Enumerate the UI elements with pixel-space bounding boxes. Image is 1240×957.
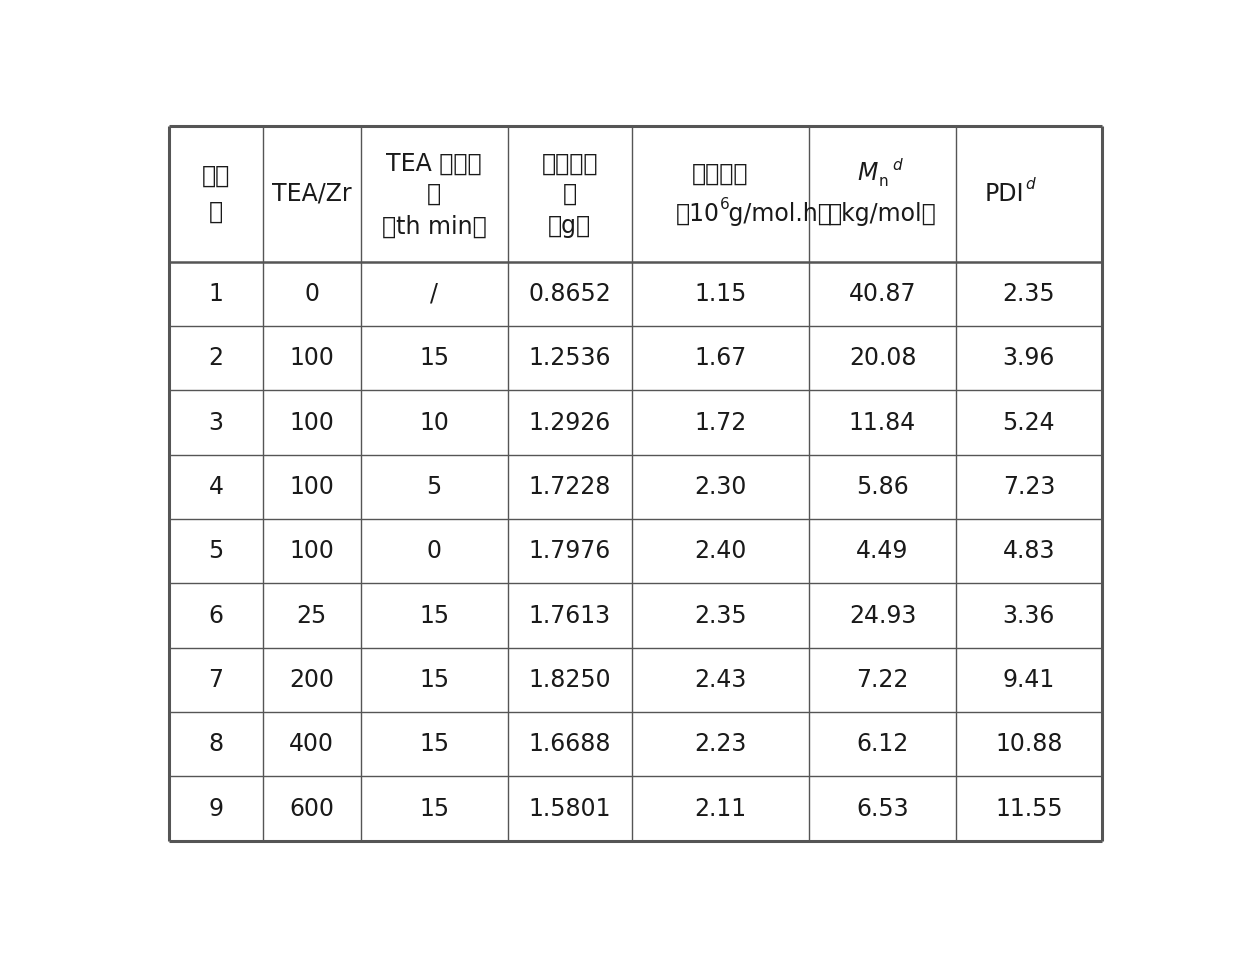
Text: 1.67: 1.67 xyxy=(694,346,746,370)
Text: （th min）: （th min） xyxy=(382,214,486,238)
Text: 7: 7 xyxy=(208,668,223,692)
Text: 5.24: 5.24 xyxy=(1003,411,1055,434)
Text: /: / xyxy=(430,282,438,306)
Text: 1.7228: 1.7228 xyxy=(528,475,611,499)
Text: 15: 15 xyxy=(419,668,449,692)
Text: 4.49: 4.49 xyxy=(857,539,909,563)
Text: 1.15: 1.15 xyxy=(694,282,746,306)
Text: TEA/Zr: TEA/Zr xyxy=(272,182,351,206)
Text: 2: 2 xyxy=(208,346,223,370)
Text: 6: 6 xyxy=(208,604,223,628)
Text: 200: 200 xyxy=(289,668,334,692)
Text: 1.6688: 1.6688 xyxy=(528,732,611,756)
Text: 1: 1 xyxy=(208,282,223,306)
Text: 0.8652: 0.8652 xyxy=(528,282,611,306)
Text: 10.88: 10.88 xyxy=(996,732,1063,756)
Text: 15: 15 xyxy=(419,346,449,370)
Text: 2.35: 2.35 xyxy=(694,604,746,628)
Text: 100: 100 xyxy=(289,475,334,499)
Text: g/mol.h）: g/mol.h） xyxy=(722,202,832,226)
Text: 6.53: 6.53 xyxy=(856,796,909,820)
Text: 5.86: 5.86 xyxy=(856,475,909,499)
Text: 20.08: 20.08 xyxy=(848,346,916,370)
Text: 2.40: 2.40 xyxy=(694,539,746,563)
Text: 实施
例: 实施 例 xyxy=(202,164,231,224)
Text: 15: 15 xyxy=(419,604,449,628)
Text: 600: 600 xyxy=(289,796,334,820)
Text: 10: 10 xyxy=(419,411,449,434)
Text: 聚乙烯质: 聚乙烯质 xyxy=(542,152,598,176)
Text: 2.23: 2.23 xyxy=(694,732,746,756)
Text: PDI: PDI xyxy=(985,182,1024,206)
Text: 2.11: 2.11 xyxy=(694,796,746,820)
Text: 量: 量 xyxy=(563,182,577,206)
Text: 3.36: 3.36 xyxy=(1003,604,1055,628)
Text: （kg/mol）: （kg/mol） xyxy=(828,202,937,226)
Text: 1.7613: 1.7613 xyxy=(528,604,611,628)
Text: 0: 0 xyxy=(304,282,319,306)
Text: TEA 加入时: TEA 加入时 xyxy=(387,152,482,176)
Text: d: d xyxy=(892,158,901,173)
Text: 11.84: 11.84 xyxy=(849,411,916,434)
Text: 400: 400 xyxy=(289,732,334,756)
Text: 15: 15 xyxy=(419,732,449,756)
Text: 聚合活性: 聚合活性 xyxy=(692,162,749,186)
Text: 7.23: 7.23 xyxy=(1003,475,1055,499)
Text: 3: 3 xyxy=(208,411,223,434)
Text: 5: 5 xyxy=(208,539,223,563)
Text: 1.8250: 1.8250 xyxy=(528,668,611,692)
Text: 4: 4 xyxy=(208,475,223,499)
Text: 15: 15 xyxy=(419,796,449,820)
Text: 5: 5 xyxy=(427,475,441,499)
Text: 1.72: 1.72 xyxy=(694,411,746,434)
Text: 2.35: 2.35 xyxy=(1003,282,1055,306)
Text: 100: 100 xyxy=(289,411,334,434)
Text: 6: 6 xyxy=(720,197,730,212)
Text: 11.55: 11.55 xyxy=(994,796,1063,820)
Text: 9: 9 xyxy=(208,796,223,820)
Text: 9.41: 9.41 xyxy=(1003,668,1055,692)
Text: 7.22: 7.22 xyxy=(857,668,909,692)
Text: 100: 100 xyxy=(289,346,334,370)
Text: 24.93: 24.93 xyxy=(849,604,916,628)
Text: （g）: （g） xyxy=(548,214,591,238)
Text: 2.30: 2.30 xyxy=(694,475,746,499)
Text: 1.7976: 1.7976 xyxy=(528,539,611,563)
Text: 100: 100 xyxy=(289,539,334,563)
Text: 3.96: 3.96 xyxy=(1003,346,1055,370)
Text: M: M xyxy=(857,162,878,186)
Text: d: d xyxy=(1025,177,1034,191)
Text: 1.5801: 1.5801 xyxy=(528,796,611,820)
Text: 8: 8 xyxy=(208,732,223,756)
Text: 2.43: 2.43 xyxy=(694,668,746,692)
Text: 40.87: 40.87 xyxy=(848,282,916,306)
Text: 0: 0 xyxy=(427,539,441,563)
Text: 6.12: 6.12 xyxy=(857,732,909,756)
Text: 刻: 刻 xyxy=(427,182,441,206)
Text: 4.83: 4.83 xyxy=(1003,539,1055,563)
Text: 1.2536: 1.2536 xyxy=(528,346,611,370)
Text: 25: 25 xyxy=(296,604,326,628)
Text: 1.2926: 1.2926 xyxy=(528,411,611,434)
Text: （10: （10 xyxy=(676,202,720,226)
Text: n: n xyxy=(879,174,888,189)
